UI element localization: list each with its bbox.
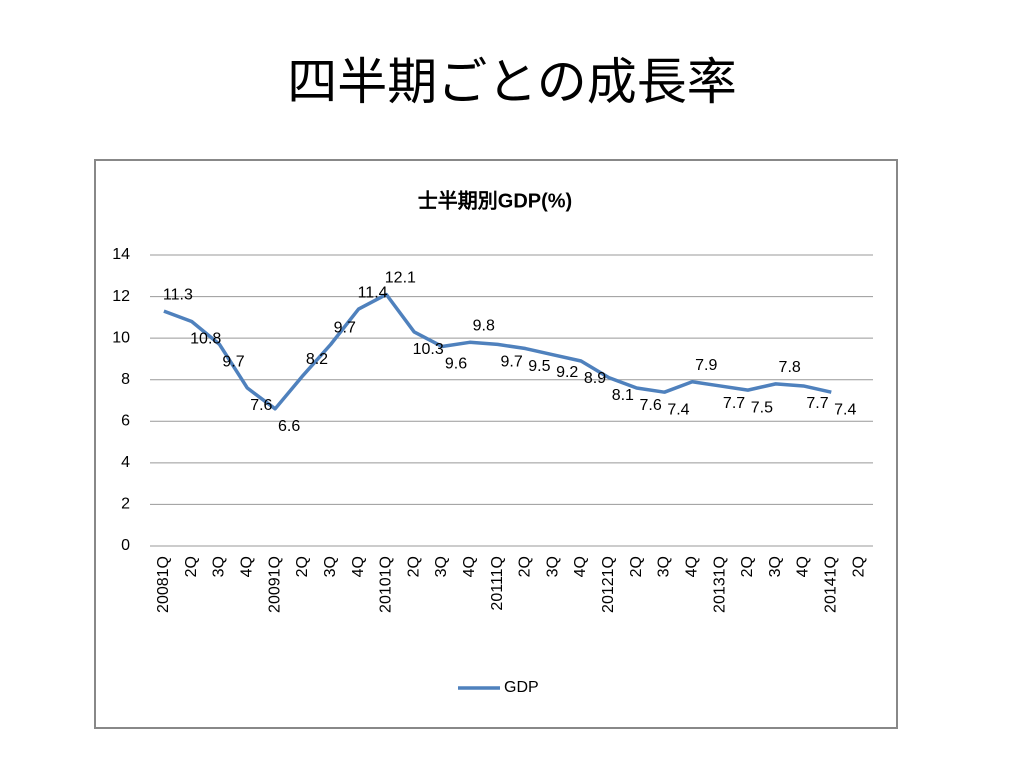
y-tick-label: 2 — [121, 496, 130, 513]
data-label: 9.7 — [334, 320, 356, 337]
data-label: 11.3 — [163, 286, 193, 303]
data-label: 8.2 — [306, 351, 328, 368]
data-label: 9.7 — [500, 354, 522, 371]
x-tick-label: 20141Q — [823, 556, 840, 613]
legend-label: GDP — [504, 679, 539, 696]
y-tick-label: 8 — [121, 371, 130, 388]
x-tick-label: 20131Q — [711, 556, 728, 613]
data-label: 9.5 — [528, 358, 550, 375]
x-tick-label: 20111Q — [489, 556, 506, 611]
data-label: 10.3 — [413, 341, 444, 358]
y-tick-label: 14 — [112, 246, 130, 263]
y-tick-label: 0 — [121, 537, 130, 554]
data-label: 7.9 — [695, 357, 717, 374]
x-tick-label: 3Q — [322, 556, 339, 577]
x-tick-label: 4Q — [795, 556, 812, 577]
x-tick-label: 20121Q — [600, 556, 617, 613]
x-tick-label: 3Q — [767, 556, 784, 577]
data-label: 11.4 — [358, 284, 388, 301]
data-label: 8.9 — [584, 370, 606, 387]
y-tick-label: 12 — [112, 288, 130, 305]
x-tick-label: 4Q — [461, 556, 478, 577]
data-label: 7.8 — [779, 359, 801, 376]
y-tick-label: 6 — [121, 413, 130, 430]
data-label: 9.6 — [445, 356, 467, 373]
x-tick-label: 4Q — [239, 556, 256, 577]
data-label: 9.2 — [556, 364, 578, 381]
chart-frame — [94, 159, 898, 729]
chart-title: 士半期別GDP(%) — [418, 188, 572, 212]
x-tick-label: 2Q — [850, 556, 867, 577]
x-tick-label: 3Q — [211, 556, 228, 577]
data-label: 8.1 — [612, 387, 634, 404]
x-tick-label: 2Q — [517, 556, 534, 577]
data-label: 7.4 — [667, 401, 689, 418]
x-tick-label: 2Q — [405, 556, 422, 577]
data-label: 7.7 — [723, 395, 745, 412]
y-tick-label: 10 — [112, 329, 130, 346]
x-tick-label: 3Q — [656, 556, 673, 577]
x-tick-label: 2Q — [183, 556, 200, 577]
data-label: 7.6 — [640, 397, 662, 414]
data-label: 7.4 — [834, 401, 856, 418]
data-label: 6.6 — [278, 418, 300, 435]
data-label: 9.7 — [222, 354, 244, 371]
x-tick-label: 2Q — [294, 556, 311, 577]
slide-title: 四半期ごとの成長率 — [287, 54, 737, 110]
x-tick-label: 4Q — [572, 556, 589, 577]
x-tick-label: 3Q — [544, 556, 561, 577]
x-tick-label: 20101Q — [378, 556, 395, 613]
data-label: 10.8 — [190, 331, 221, 348]
x-tick-label: 20081Q — [155, 556, 172, 613]
x-tick-label: 2Q — [628, 556, 645, 577]
data-label: 7.7 — [806, 395, 828, 412]
data-label: 7.6 — [250, 397, 272, 414]
x-tick-label: 4Q — [350, 556, 367, 577]
x-tick-label: 4Q — [683, 556, 700, 577]
x-tick-label: 20091Q — [266, 556, 283, 613]
data-label: 7.5 — [751, 399, 773, 416]
y-tick-label: 4 — [121, 454, 130, 471]
x-tick-label: 2Q — [739, 556, 756, 577]
data-line — [163, 292, 832, 411]
x-tick-label: 3Q — [433, 556, 450, 577]
data-label: 9.8 — [473, 318, 495, 335]
data-label: 12.1 — [385, 270, 416, 287]
